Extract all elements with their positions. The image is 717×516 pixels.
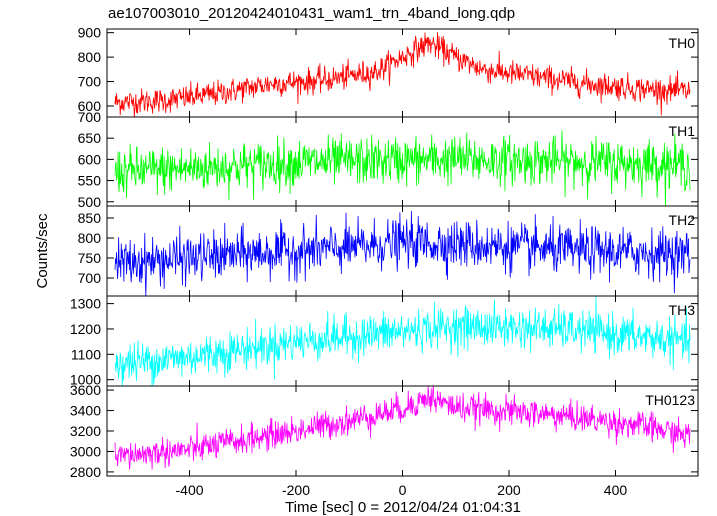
panel-label: TH2 <box>669 212 696 228</box>
panel-th0: 600 700 800 900 TH0 <box>78 25 699 118</box>
x-tick-label: -200 <box>282 482 310 498</box>
y-tick-label: 1000 <box>70 372 101 388</box>
series-line-th0123 <box>114 386 691 470</box>
y-axis-label: Counts/sec <box>34 213 51 289</box>
y-tick-label: 1200 <box>70 321 101 337</box>
chart-title: ae107003010_20120424010431_wam1_trn_4ban… <box>108 5 515 22</box>
x-axis: -400 -200 0 200 400 <box>176 482 628 498</box>
y-tick-label: 600 <box>78 98 102 114</box>
x-tick-label: -400 <box>176 482 204 498</box>
y-tick-label: 550 <box>78 173 102 189</box>
series-line-th0 <box>114 32 691 117</box>
panel-label: TH0 <box>669 35 696 51</box>
x-axis-label: Time [sec] 0 = 2012/04/24 01:04:31 <box>285 499 521 516</box>
panel-group: 600700800900TH0500550600650700TH17007508… <box>70 25 699 498</box>
y-tick-label: 800 <box>78 49 102 65</box>
y-tick-label: 2800 <box>70 464 101 480</box>
y-tick-label: 1100 <box>71 346 101 362</box>
y-tick-label: 900 <box>78 25 102 41</box>
x-tick-label: 200 <box>497 482 521 498</box>
y-tick-label: 3600 <box>70 382 101 398</box>
y-tick-label: 750 <box>78 250 102 266</box>
y-tick-label: 1300 <box>70 296 101 312</box>
x-tick-label: 400 <box>604 482 628 498</box>
panel-frame <box>106 28 699 118</box>
y-tick-label: 650 <box>78 130 102 146</box>
y-tick-label: 3000 <box>70 443 101 459</box>
panel-th0123: 2800 3000 3200 3400 3600 TH0123 <box>70 382 699 480</box>
y-tick-label: 500 <box>78 194 102 210</box>
series-line-th1 <box>114 130 691 206</box>
series-line-th3 <box>114 296 691 386</box>
y-tick-label: 3400 <box>70 403 101 419</box>
panel-th3: 1000 1100 1200 1300 TH3 <box>70 295 699 388</box>
y-tick-label: 3200 <box>70 423 101 439</box>
y-tick-label: 850 <box>78 210 102 226</box>
panel-label: TH3 <box>669 302 696 318</box>
panel-th2: 700 750 800 850 TH2 <box>78 205 699 297</box>
panel-label: TH1 <box>669 123 696 139</box>
panel-th1: 500 550 600 650 700 TH1 <box>78 109 699 210</box>
panel-label: TH0123 <box>645 392 695 408</box>
y-tick-label: 700 <box>78 270 102 286</box>
y-tick-label: 700 <box>78 109 102 125</box>
x-tick-label: 0 <box>399 482 407 498</box>
y-tick-label: 700 <box>78 74 102 90</box>
y-tick-label: 800 <box>78 230 102 246</box>
y-tick-label: 600 <box>78 151 102 167</box>
series-line-th2 <box>114 210 691 296</box>
